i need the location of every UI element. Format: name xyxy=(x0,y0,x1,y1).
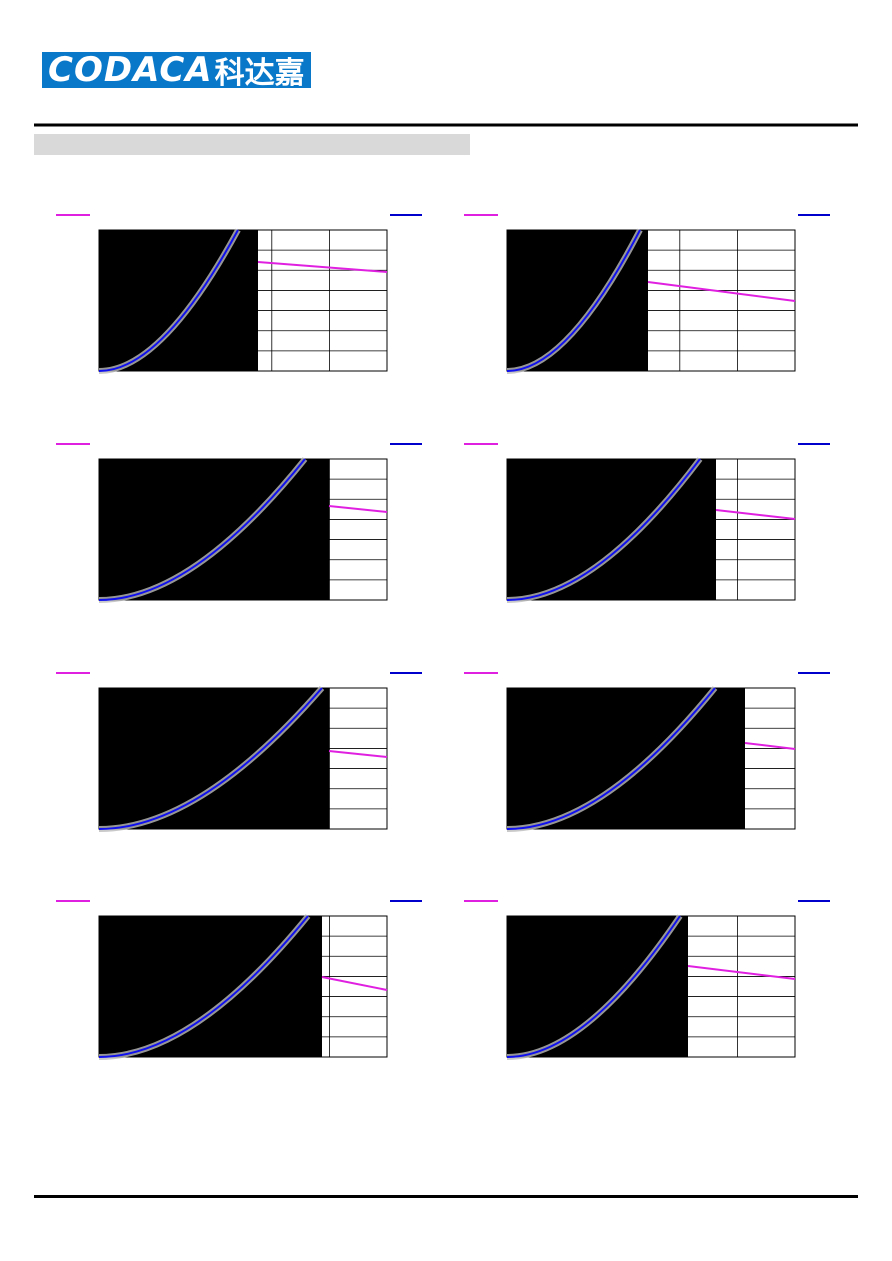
curve xyxy=(98,915,309,1058)
brand: CODACA xyxy=(48,50,213,90)
image-region xyxy=(507,688,745,829)
header-rule xyxy=(34,123,858,127)
image-region xyxy=(507,916,688,1057)
image-region xyxy=(99,688,329,829)
footer-rule xyxy=(34,1195,858,1198)
curve xyxy=(506,229,641,372)
curve xyxy=(506,458,701,601)
curve xyxy=(506,915,681,1058)
trend-line xyxy=(715,509,796,520)
logo: CODACA 科达嘉 xyxy=(42,50,311,91)
curve xyxy=(98,687,323,830)
curve xyxy=(506,687,716,830)
trend-line xyxy=(328,505,388,513)
curve xyxy=(98,229,239,372)
section-bar xyxy=(34,134,470,155)
trend-line xyxy=(744,742,796,750)
trend-line xyxy=(321,976,388,991)
image-region xyxy=(99,230,258,371)
brand-cn: 科达嘉 xyxy=(214,56,305,91)
trend-line xyxy=(687,965,796,980)
curve xyxy=(98,458,306,601)
image-region xyxy=(99,459,329,600)
trend-line xyxy=(257,261,388,273)
trend-line xyxy=(328,750,388,758)
trend-line xyxy=(647,281,796,302)
